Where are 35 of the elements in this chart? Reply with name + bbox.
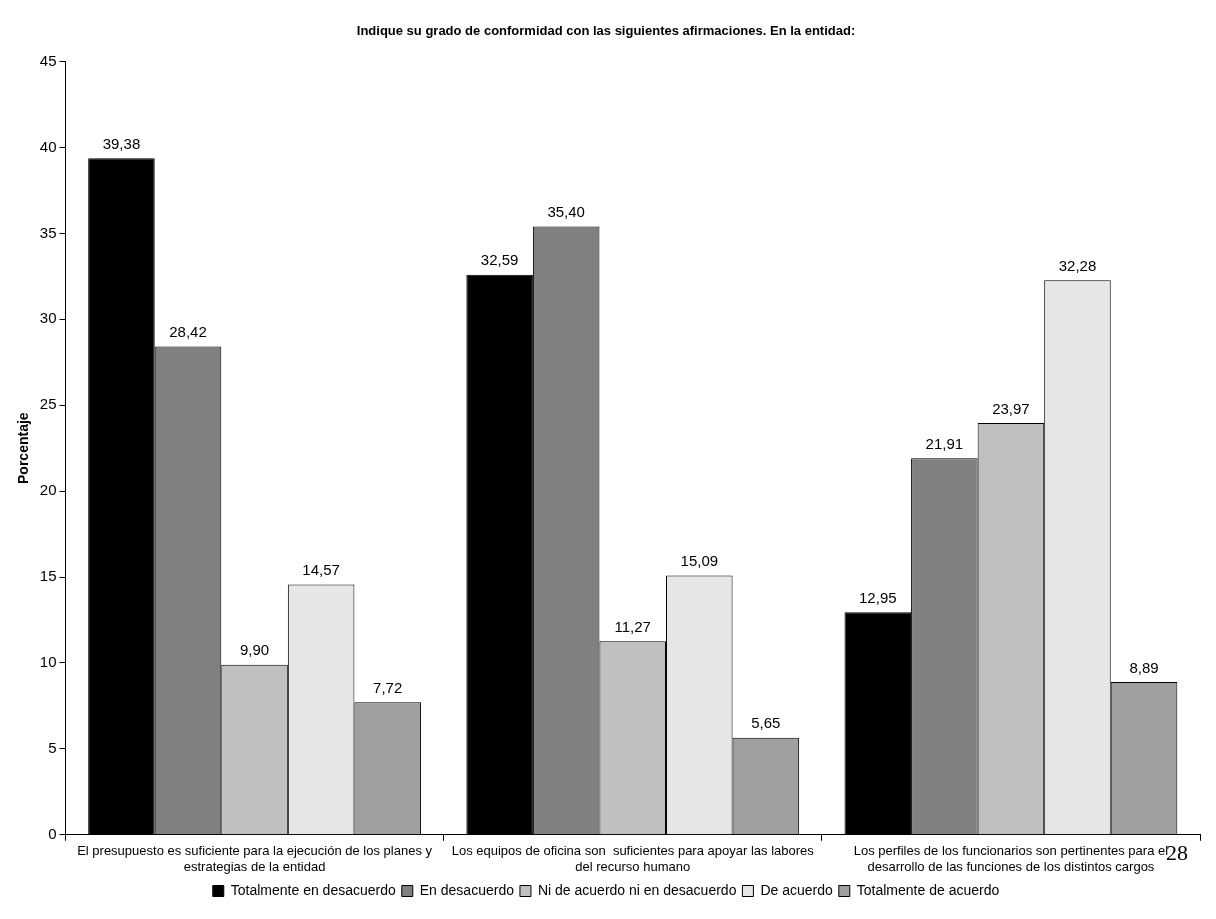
legend-label: De acuerdo bbox=[760, 881, 834, 898]
y-axis-title: Porcentaje bbox=[15, 412, 32, 484]
data-label: 32,28 bbox=[1058, 256, 1097, 274]
data-label: 32,59 bbox=[480, 251, 519, 269]
y-tick-label: 5 bbox=[48, 739, 57, 757]
x-tick-label: Los equipos de oficina son suficientes para apoyar las labores del recurso humano bbox=[451, 843, 815, 874]
data-label: 9,90 bbox=[239, 641, 270, 659]
y-tick-label: 30 bbox=[39, 309, 57, 327]
x-tick-label: El presupuesto es suficiente para la ejecución de los planes y estrategias de la entidad bbox=[77, 843, 433, 874]
data-label: 21,91 bbox=[925, 434, 964, 452]
data-label: 5,65 bbox=[751, 714, 781, 732]
legend-label: Ni de acuerdo ni en desacuerdo bbox=[537, 881, 737, 898]
y-tick-label: 0 bbox=[48, 824, 57, 842]
data-label: 8,89 bbox=[1129, 658, 1159, 676]
legend-label: En desacuerdo bbox=[419, 881, 515, 898]
data-label: 7,72 bbox=[373, 678, 403, 696]
data-label: 28,42 bbox=[169, 323, 207, 341]
legend-label: Totalmente en desacuerdo bbox=[230, 881, 396, 898]
data-label: 11,27 bbox=[614, 617, 651, 635]
y-tick-label: 45 bbox=[39, 51, 57, 69]
data-label: 14,57 bbox=[302, 561, 340, 579]
y-tick-label: 10 bbox=[39, 653, 57, 671]
text: 28 bbox=[1166, 839, 1188, 865]
chart-title: Indique su grado de conformidad con las siguientes afirmaciones. En la entidad: bbox=[356, 23, 856, 39]
data-label: 35,40 bbox=[547, 203, 585, 221]
y-tick-label: 40 bbox=[39, 137, 57, 155]
y-tick-label: 35 bbox=[39, 223, 57, 241]
y-tick-label: 15 bbox=[39, 567, 57, 585]
data-label: 15,09 bbox=[680, 552, 719, 570]
y-tick-label: 25 bbox=[39, 395, 57, 413]
data-label: 23,97 bbox=[992, 399, 1030, 417]
y-tick-label: 20 bbox=[39, 481, 57, 499]
data-label: 12,95 bbox=[859, 588, 897, 606]
legend-label: Totalmente de acuerdo bbox=[856, 881, 1000, 898]
data-label: 39,38 bbox=[102, 134, 141, 152]
